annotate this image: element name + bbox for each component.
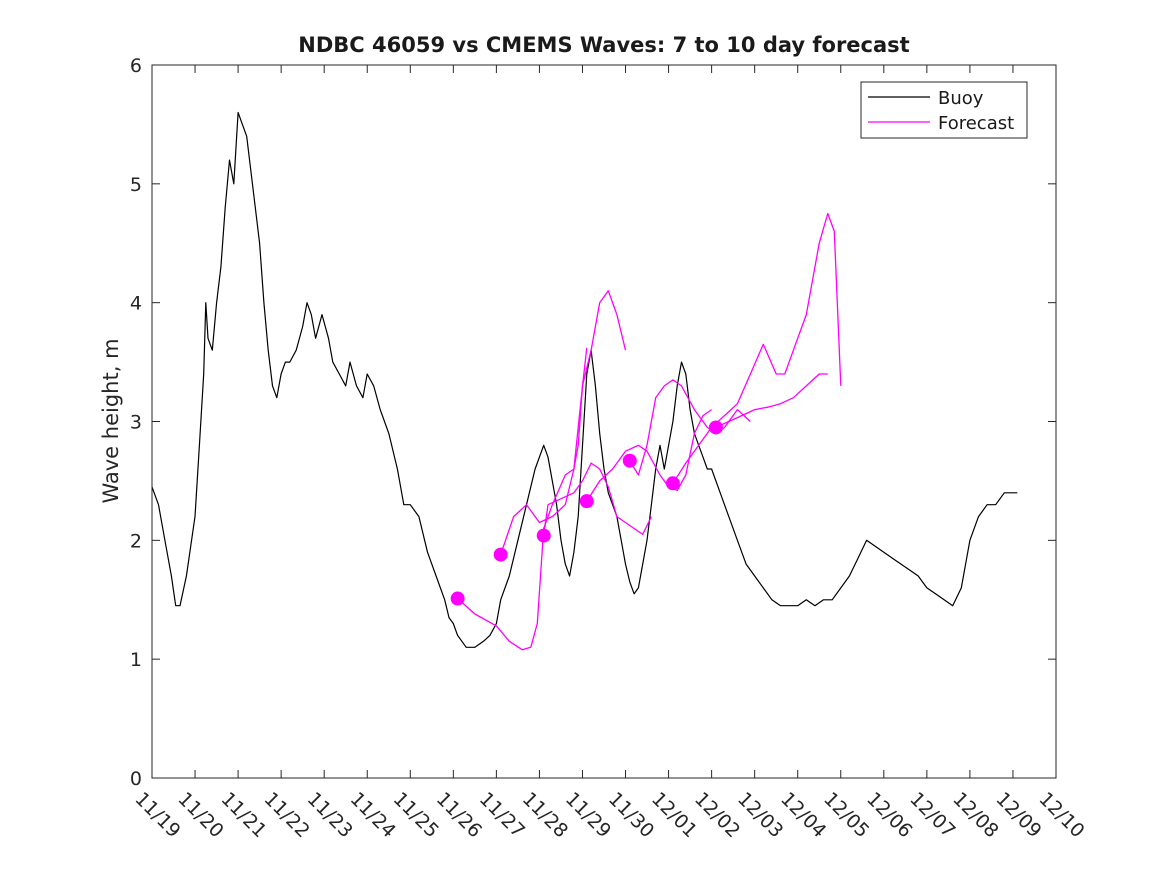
- x-tick-label: 12/03: [733, 788, 787, 842]
- series-layer: [151, 111, 1018, 651]
- forecast-start-marker: [579, 494, 594, 509]
- x-tick-label: 12/05: [819, 788, 873, 842]
- forecast-start-marker: [622, 453, 637, 468]
- y-tick-label: 1: [130, 649, 142, 671]
- x-tick-label: 12/07: [905, 788, 959, 842]
- x-tick-label: 11/21: [217, 788, 271, 842]
- y-tick-label: 4: [130, 293, 142, 315]
- forecast-start-marker: [493, 547, 508, 562]
- buoy-series-line: [151, 111, 1018, 648]
- legend-box: [860, 81, 1028, 139]
- x-tick-label: 12/08: [948, 788, 1002, 842]
- y-tick-label: 6: [130, 55, 142, 77]
- forecast-series-line: [500, 290, 627, 555]
- legend: Buoy Forecast: [860, 81, 1028, 139]
- x-tick-label: 11/25: [389, 788, 443, 842]
- y-tick-label: 0: [130, 768, 142, 790]
- legend-forecast-label: Forecast: [938, 113, 1014, 134]
- x-tick-label: 11/26: [432, 788, 486, 842]
- x-tick-label: 12/06: [862, 788, 916, 842]
- x-tick-label: 12/09: [991, 788, 1045, 842]
- x-tick-label: 12/04: [776, 788, 830, 842]
- x-tick-label: 11/23: [303, 788, 357, 842]
- forecast-start-marker: [708, 420, 723, 435]
- x-tick-label: 12/01: [647, 788, 701, 842]
- x-tick-label: 11/30: [604, 788, 658, 842]
- x-tick-label: 11/19: [130, 788, 184, 842]
- forecast-start-marker: [665, 476, 680, 491]
- forecast-series-line: [543, 462, 652, 536]
- x-tick-label: 12/02: [690, 788, 744, 842]
- forecast-series-line: [715, 373, 828, 428]
- forecast-start-marker: [450, 591, 465, 606]
- plot-area-background: [152, 65, 1056, 778]
- forecast-series-line: [457, 347, 588, 651]
- x-tick-label: 11/22: [260, 788, 314, 842]
- x-tick-label: 11/20: [174, 788, 228, 842]
- x-tick-label: 11/28: [518, 788, 572, 842]
- y-tick-label: 3: [130, 412, 142, 434]
- forecast-series-line: [629, 379, 751, 476]
- chart-title: NDBC 46059 vs CMEMS Waves: 7 to 10 day f…: [298, 33, 909, 57]
- forecast-start-marker: [536, 528, 551, 543]
- plot-frame: [151, 64, 1057, 779]
- y-tick-label: 5: [130, 174, 142, 196]
- forecast-series-line: [586, 409, 712, 502]
- legend-buoy-label: Buoy: [938, 88, 984, 109]
- forecast-series-line: [672, 212, 842, 484]
- y-tick-label: 2: [130, 530, 142, 552]
- x-tick-label: 11/29: [561, 788, 615, 842]
- y-axis-label: Wave height, m: [99, 338, 123, 503]
- x-tick-label: 11/27: [475, 788, 529, 842]
- x-tick-label: 11/24: [346, 788, 400, 842]
- x-tick-label: 12/10: [1034, 788, 1088, 842]
